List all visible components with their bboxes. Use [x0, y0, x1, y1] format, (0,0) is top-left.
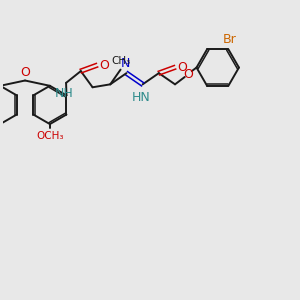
Text: Br: Br [223, 33, 237, 46]
Text: HN: HN [132, 91, 151, 104]
Text: O: O [99, 59, 109, 72]
Text: OCH₃: OCH₃ [36, 130, 64, 141]
Text: O: O [20, 66, 30, 79]
Text: N: N [121, 57, 130, 70]
Text: O: O [177, 61, 187, 74]
Text: CH₃: CH₃ [111, 56, 130, 66]
Text: NH: NH [55, 87, 74, 100]
Text: O: O [183, 68, 193, 80]
